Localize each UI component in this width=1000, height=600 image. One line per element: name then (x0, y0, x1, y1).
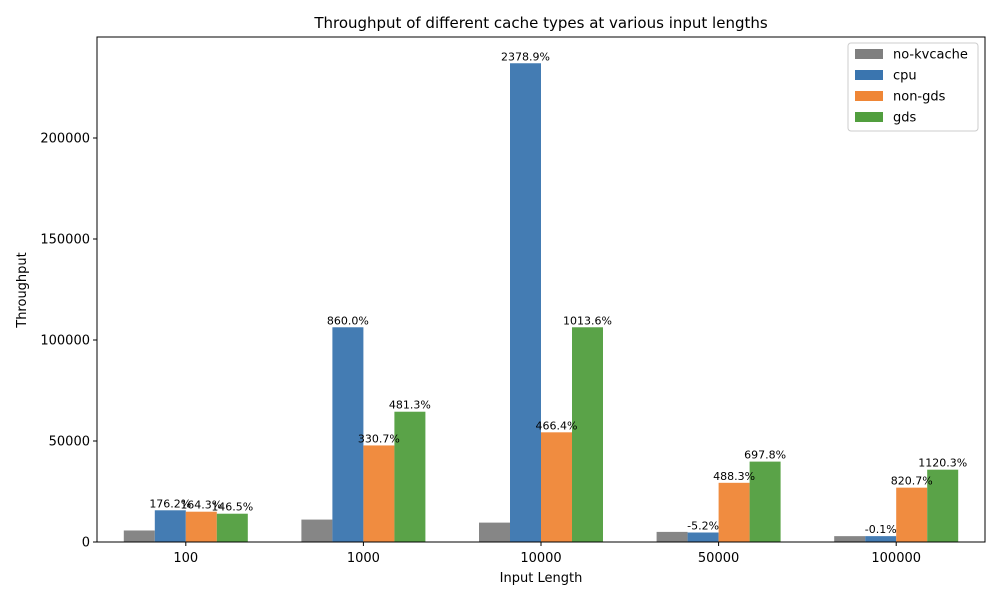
x-tick-label-10000: 10000 (520, 551, 561, 566)
bar-gds-1000 (394, 411, 426, 542)
y-tick-label-100000: 100000 (40, 334, 90, 349)
y-axis-title: Throughput (15, 252, 30, 329)
bar-label-cpu-1000: 860.0% (327, 314, 369, 327)
bar-label-cpu-100: 176.2% (149, 497, 191, 510)
legend-swatch-gds (855, 112, 883, 122)
legend-swatch-non-gds (855, 91, 883, 101)
legend-label-gds: gds (893, 111, 917, 126)
bar-gds-100 (216, 513, 248, 542)
bar-label-non-gds-10000: 466.4% (536, 419, 578, 432)
legend-label-no-kvcache: no-kvcache (893, 48, 968, 63)
bar-non-gds-100000 (896, 487, 928, 542)
y-tick-label-0: 0 (82, 536, 90, 551)
bar-label-gds-100: 146.5% (211, 501, 253, 514)
bar-cpu-50000 (687, 532, 719, 542)
bar-label-non-gds-100: 164.3% (180, 499, 222, 512)
bar-no-kvcache-100000 (834, 536, 866, 542)
bar-gds-100000 (927, 469, 959, 542)
bar-cpu-1000 (332, 327, 364, 542)
bar-label-non-gds-100000: 820.7% (891, 475, 933, 488)
bar-no-kvcache-100 (123, 530, 155, 542)
chart-title: Throughput of different cache types at v… (313, 14, 768, 32)
bar-non-gds-10000 (541, 432, 572, 542)
y-tick-label-200000: 200000 (40, 132, 90, 147)
bar-gds-10000 (572, 327, 603, 542)
x-tick-label-100: 100 (173, 551, 198, 566)
legend-box (847, 42, 979, 132)
bar-label-cpu-50000: -5.2% (687, 520, 719, 533)
bar-label-cpu-10000: 2378.9% (501, 50, 550, 63)
bar-non-gds-1000 (363, 445, 395, 542)
legend: no-kvcache cpu non-gds gds (847, 42, 979, 132)
bar-label-non-gds-1000: 330.7% (358, 432, 400, 445)
x-axis-title: Input Length (500, 571, 583, 586)
x-axis-ticks: 100 1000 10000 50000 100000 (173, 542, 921, 566)
bars-group (123, 63, 959, 542)
x-tick-label-100000: 100000 (871, 551, 921, 566)
bar-no-kvcache-50000 (656, 531, 688, 542)
y-axis-ticks: 0 50000 100000 150000 200000 (40, 132, 97, 551)
bar-cpu-100 (154, 510, 186, 542)
bar-label-non-gds-50000: 488.3% (713, 470, 755, 483)
bar-gds-50000 (749, 461, 781, 542)
bar-cpu-10000 (510, 63, 541, 542)
bar-label-gds-1000: 481.3% (389, 399, 431, 412)
legend-swatch-cpu (855, 70, 883, 80)
bar-label-gds-10000: 1013.6% (563, 314, 612, 327)
x-tick-label-50000: 50000 (698, 551, 739, 566)
bar-no-kvcache-1000 (301, 519, 333, 542)
y-tick-label-150000: 150000 (40, 233, 90, 248)
legend-label-cpu: cpu (893, 69, 917, 84)
bar-label-cpu-100000: -0.1% (865, 523, 897, 536)
x-tick-label-1000: 1000 (347, 551, 380, 566)
y-tick-label-50000: 50000 (49, 435, 90, 450)
bar-labels-group: 176.2%164.3%146.5% 860.0% 330.7% 481.3% 2378… (149, 50, 967, 536)
bar-no-kvcache-10000 (479, 522, 510, 542)
bar-label-gds-100000: 1120.3% (918, 457, 967, 470)
bar-cpu-100000 (865, 536, 897, 542)
bar-non-gds-50000 (718, 482, 750, 542)
legend-swatch-no-kvcache (855, 49, 883, 59)
bar-label-gds-50000: 697.8% (744, 449, 786, 462)
legend-label-non-gds: non-gds (893, 90, 946, 105)
bar-non-gds-100 (185, 511, 217, 542)
